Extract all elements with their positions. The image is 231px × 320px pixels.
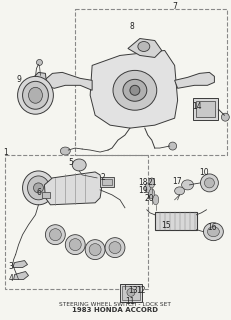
Text: 20: 20 [145,194,155,203]
Ellipse shape [33,183,43,193]
Ellipse shape [149,178,155,188]
Text: 21: 21 [147,179,157,188]
Text: 4: 4 [8,274,13,283]
Ellipse shape [153,195,159,205]
Text: 10: 10 [200,168,209,178]
Bar [192,98,218,120]
Bar [102,179,112,185]
Ellipse shape [145,183,151,193]
Ellipse shape [49,229,61,241]
Text: 16: 16 [208,223,217,232]
Ellipse shape [207,227,219,237]
Ellipse shape [89,244,101,256]
Bar [120,284,142,302]
Bar [195,101,215,117]
Ellipse shape [23,81,49,109]
Ellipse shape [201,174,218,192]
Text: 12: 12 [136,286,146,295]
Ellipse shape [204,178,214,188]
Text: 9: 9 [16,75,21,84]
Ellipse shape [130,85,140,95]
Ellipse shape [69,239,81,251]
Ellipse shape [175,187,185,195]
Ellipse shape [123,79,147,101]
Ellipse shape [127,288,135,296]
Ellipse shape [60,147,70,155]
Polygon shape [13,260,27,268]
Ellipse shape [169,142,177,150]
Ellipse shape [221,113,229,121]
Polygon shape [175,72,214,88]
Polygon shape [90,51,178,128]
Ellipse shape [46,225,65,244]
Ellipse shape [105,238,125,258]
Ellipse shape [72,159,86,171]
Text: 5: 5 [69,158,74,167]
Bar [122,286,140,300]
Text: 3: 3 [8,262,13,271]
Text: 1983 HONDA ACCORD: 1983 HONDA ACCORD [72,307,158,313]
Ellipse shape [27,176,49,200]
Text: 11: 11 [125,297,135,306]
Text: 19: 19 [138,186,148,196]
Polygon shape [46,72,92,90]
Text: 7: 7 [172,2,177,11]
Text: 18: 18 [138,179,148,188]
Ellipse shape [182,180,194,190]
Ellipse shape [113,70,157,110]
Ellipse shape [28,87,43,103]
Ellipse shape [109,242,121,253]
Text: 14: 14 [193,102,202,111]
Text: 6: 6 [36,188,41,197]
Ellipse shape [85,240,105,260]
Polygon shape [14,271,28,279]
Polygon shape [34,72,46,84]
Ellipse shape [23,171,54,205]
Text: 13: 13 [128,286,138,295]
Text: 15: 15 [161,221,170,230]
Bar [100,177,114,187]
Text: 8: 8 [130,22,134,31]
Text: STEERING WHEEL SWITCH - LOCK SET: STEERING WHEEL SWITCH - LOCK SET [59,302,171,307]
Ellipse shape [36,60,43,65]
Ellipse shape [65,235,85,255]
Polygon shape [128,38,162,58]
Ellipse shape [18,76,53,114]
Ellipse shape [204,223,223,241]
Ellipse shape [138,42,150,52]
Text: 1: 1 [3,148,8,156]
Text: 17: 17 [172,177,181,187]
Ellipse shape [149,189,155,199]
Bar [75,9,227,155]
Text: 2: 2 [101,173,105,182]
Bar [5,155,148,289]
Bar [155,212,197,230]
Polygon shape [44,172,102,205]
Bar [43,192,50,198]
